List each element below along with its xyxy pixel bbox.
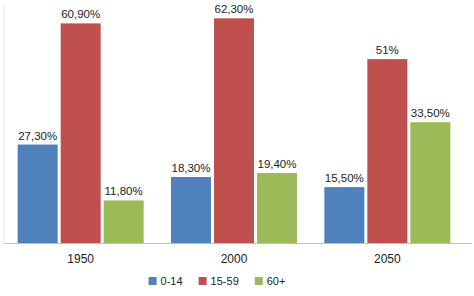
x-tick-label: 1950 <box>67 252 94 266</box>
y-axis-line <box>4 5 5 243</box>
bar <box>214 18 254 243</box>
data-label: 11,80% <box>105 185 143 197</box>
bars <box>18 18 451 243</box>
legend-swatch <box>255 277 263 285</box>
data-label: 27,30% <box>18 130 57 142</box>
chart: 27,30% 18,30% 15,50% 60,90% 62,30% 51% 11,80% 1… <box>0 0 474 296</box>
legend-swatch <box>199 277 207 285</box>
bar <box>18 145 58 243</box>
legend: 0-14 15-59 60+ <box>149 275 286 287</box>
legend-label: 60+ <box>267 275 286 287</box>
legend-label: 0-14 <box>161 275 183 287</box>
x-tick-label: 2050 <box>374 252 401 266</box>
data-label: 62,30% <box>214 3 253 15</box>
legend-swatch <box>149 277 157 285</box>
data-label: 33,50% <box>411 107 450 119</box>
data-label: 51% <box>376 44 399 56</box>
x-tick-label: 2000 <box>221 252 248 266</box>
bar <box>257 173 297 243</box>
data-label: 18,30% <box>171 162 210 174</box>
bar <box>61 23 101 243</box>
bar <box>367 59 407 243</box>
data-labels: 27,30% 18,30% 15,50% 60,90% 62,30% 51% 11,80% 1… <box>18 3 450 197</box>
data-label: 60,90% <box>61 8 100 20</box>
bar <box>410 122 450 243</box>
chart-container: 27,30% 18,30% 15,50% 60,90% 62,30% 51% 11,80% 1… <box>0 0 474 296</box>
bar <box>324 187 364 243</box>
data-label: 19,40% <box>257 158 296 170</box>
legend-label: 15-59 <box>211 275 239 287</box>
x-axis-line <box>4 243 472 244</box>
data-label: 15,50% <box>325 172 364 184</box>
bar <box>171 177 211 243</box>
bar <box>104 200 144 243</box>
